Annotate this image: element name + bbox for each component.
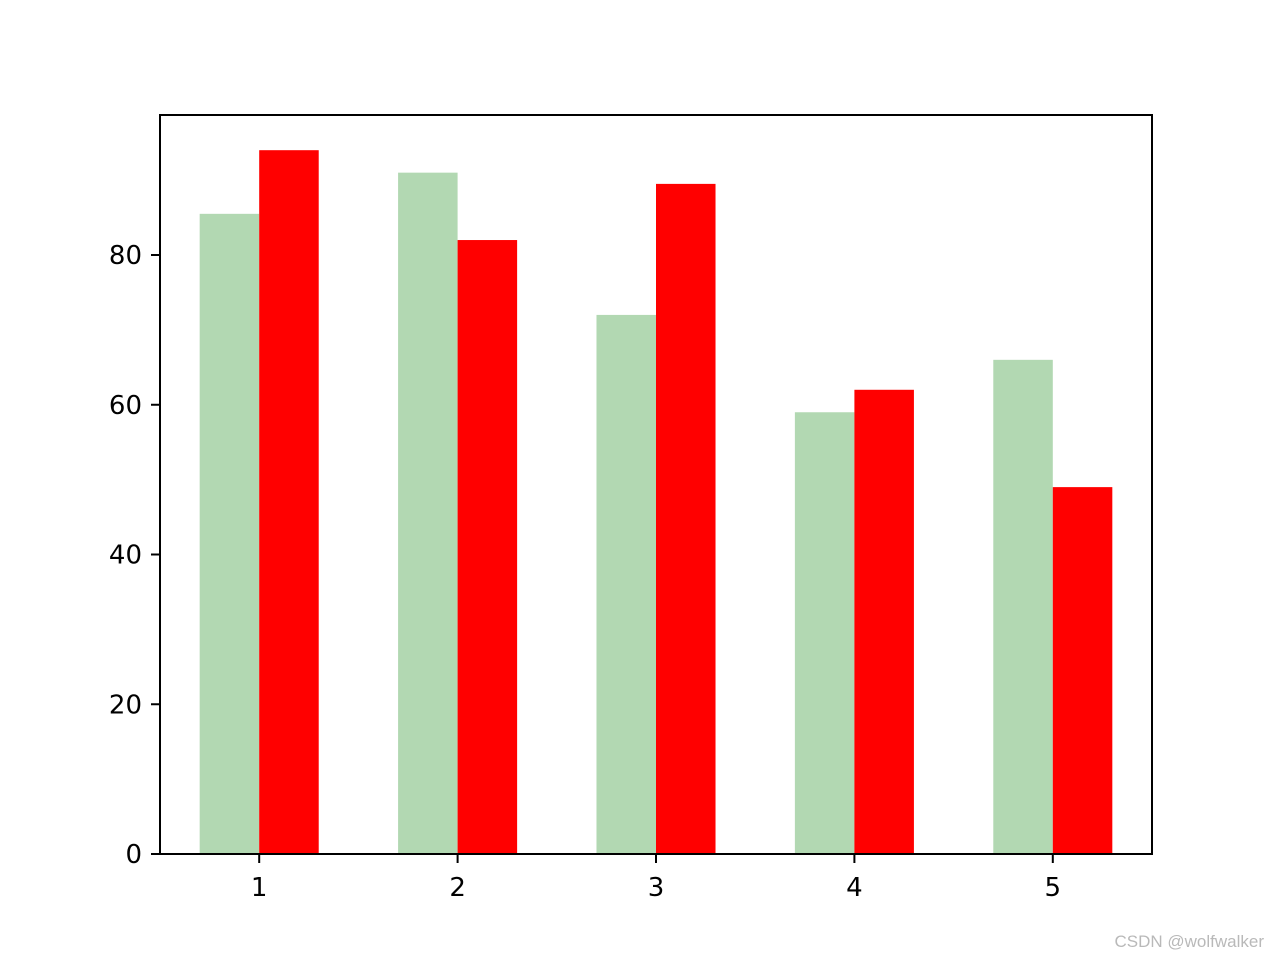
watermark-text: CSDN @wolfwalker (1114, 932, 1264, 951)
x-tick-label: 2 (449, 873, 466, 903)
bar-series2-3 (656, 183, 716, 854)
bar-series2-1 (259, 150, 319, 854)
x-tick-label: 1 (251, 873, 268, 903)
bar-series2-2 (457, 240, 518, 854)
bars-group (199, 150, 1113, 855)
y-tick-label: 80 (109, 241, 142, 271)
x-tick-label: 5 (1045, 873, 1062, 903)
bar-series1-4 (794, 412, 855, 854)
x-axis: 1 2 3 4 5 (251, 854, 1061, 903)
y-tick-label: 0 (125, 840, 142, 870)
bar-series1-5 (993, 359, 1053, 854)
plot-frame (159, 114, 1153, 855)
y-tick-label: 20 (109, 690, 142, 720)
y-axis: 0 20 40 60 80 (109, 241, 160, 870)
bar-series1-2 (398, 172, 458, 855)
bar-series1-1 (199, 213, 260, 854)
x-tick-label: 4 (846, 873, 863, 903)
y-tick-label: 60 (109, 391, 142, 421)
bar-series2-5 (1052, 487, 1113, 854)
x-tick-label: 3 (648, 873, 665, 903)
y-tick-label: 40 (109, 541, 142, 571)
bar-series2-4 (854, 389, 914, 854)
bar-series1-3 (596, 314, 656, 854)
